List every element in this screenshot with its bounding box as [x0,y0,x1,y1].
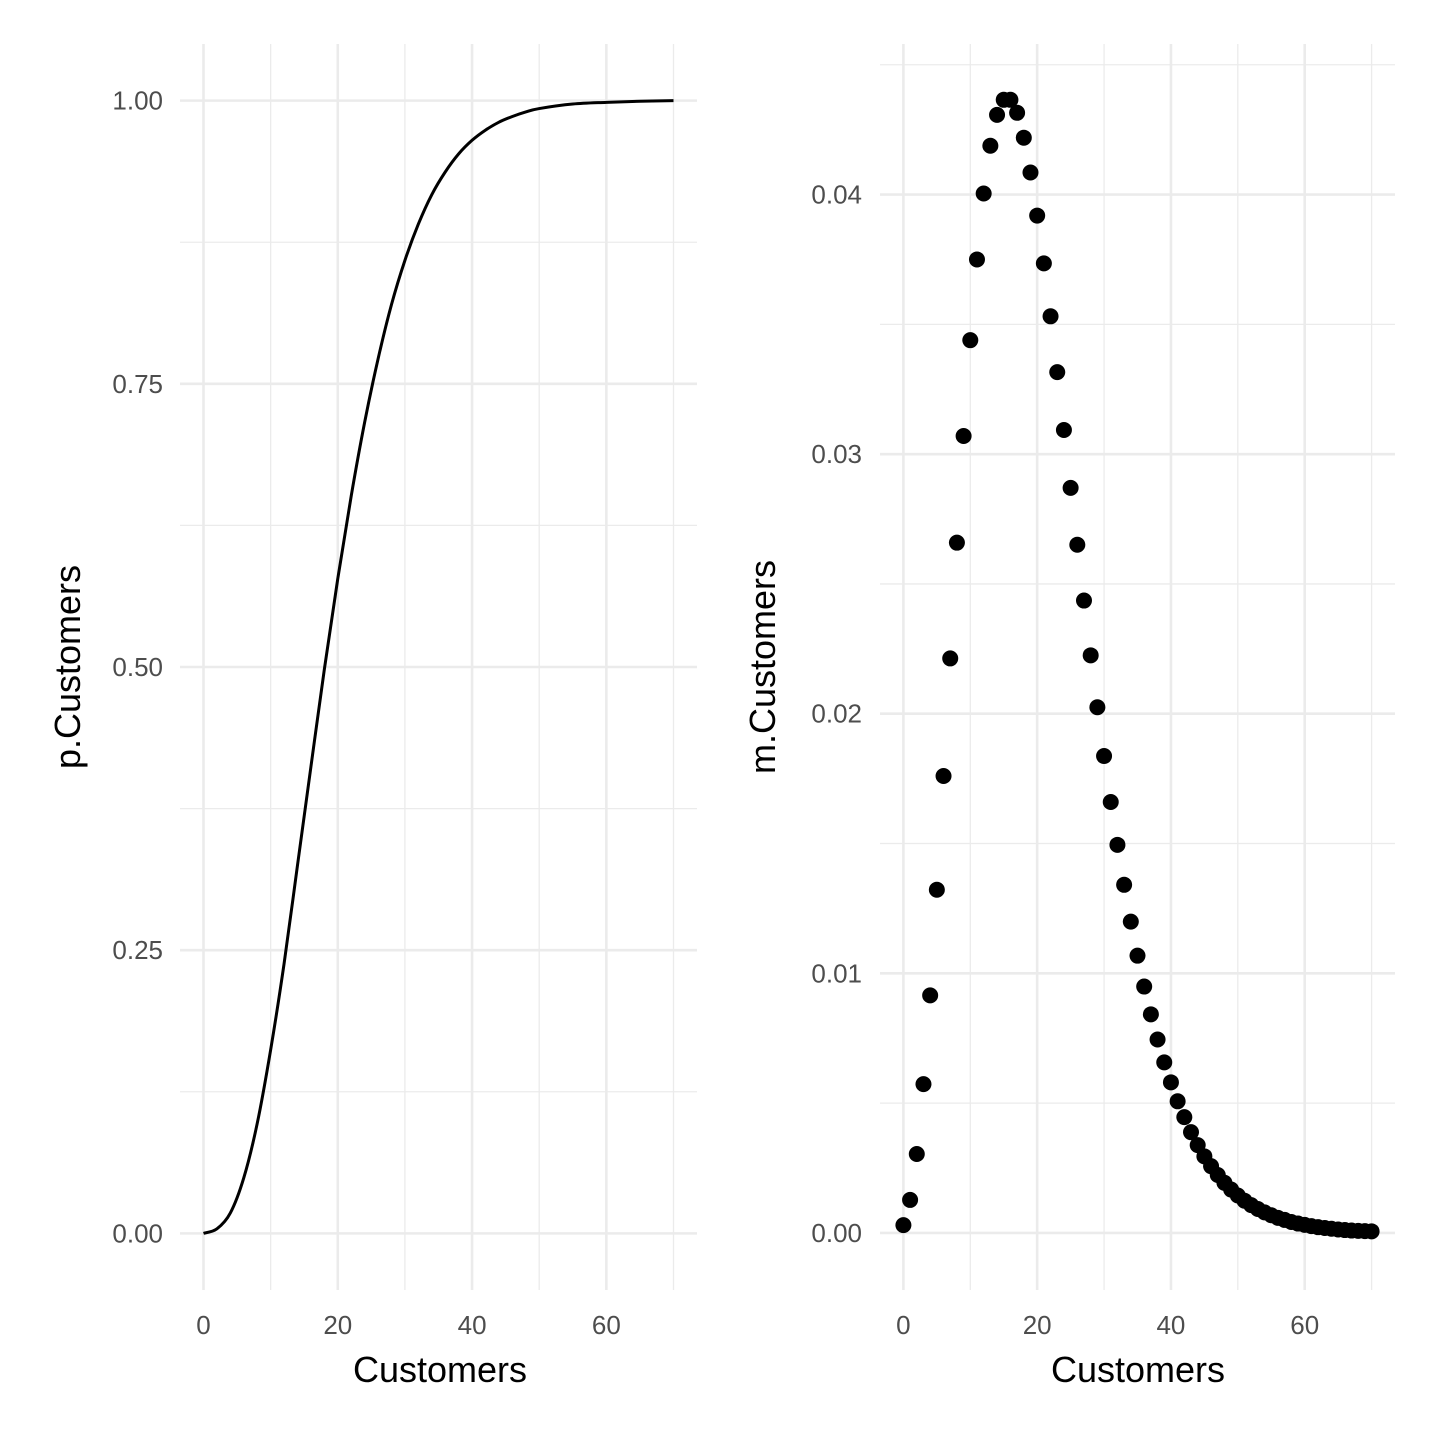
data-point [1162,1074,1179,1091]
y-axis-title: m.Customers [742,560,783,774]
data-point [1075,592,1092,609]
cdf-line [203,99,674,1235]
pmf-panel: 0 20 40 60 0.00 0.01 0.02 0.03 0.04 Customers m.Cu… [742,44,1395,1390]
data-point [1183,1124,1200,1141]
y-tick-label: 0.02 [811,699,862,729]
data-point [928,881,945,898]
data-point [1102,793,1119,810]
x-axis-title: Customers [1051,1349,1225,1390]
y-axis-title: p.Customers [47,565,88,769]
data-point [975,185,992,202]
x-axis-title: Customers [353,1349,527,1390]
x-tick-label: 60 [592,1310,621,1340]
data-point [1049,364,1066,381]
data-point [1109,836,1126,853]
data-point [1015,129,1032,146]
data-point [1042,308,1059,325]
data-point [955,427,972,444]
data-point [915,1076,932,1093]
data-point [1142,1006,1159,1023]
x-tick-label: 40 [458,1310,487,1340]
data-point [982,137,999,154]
data-point [902,1191,919,1208]
data-point [1116,876,1133,893]
data-point [1002,91,1019,108]
data-point [1149,1031,1166,1048]
data-point [1022,164,1039,181]
data-point [1122,913,1139,930]
data-point [1129,947,1146,964]
y-tick-label: 0.25 [112,935,163,965]
y-tick-label: 0.00 [811,1218,862,1248]
data-point [942,650,959,667]
y-tick-label: 0.04 [811,180,862,210]
data-point [1089,699,1106,716]
y-tick-label: 0.01 [811,958,862,988]
data-point [922,987,939,1004]
data-point [1029,207,1046,224]
data-point [1055,422,1072,439]
x-tick-label: 40 [1156,1310,1185,1340]
data-point [1062,479,1079,496]
data-point [1082,647,1099,664]
data-point [1069,536,1086,553]
y-tick-label: 0.03 [811,439,862,469]
data-point [1156,1054,1173,1071]
data-point [1009,104,1026,121]
y-tick-label: 1.00 [112,86,163,116]
x-tick-label: 0 [196,1310,210,1340]
x-tick-label: 20 [1023,1310,1052,1340]
data-point [1096,748,1113,765]
data-point [1176,1109,1193,1126]
x-tick-label: 20 [323,1310,352,1340]
data-point [948,534,965,551]
data-point [968,251,985,268]
x-tick-label: 0 [896,1310,910,1340]
data-point [1169,1093,1186,1110]
cdf-panel: 0 20 40 60 0.00 0.25 0.50 0.75 1.00 Customers p.Cu… [47,44,697,1390]
data-point [962,332,979,349]
data-point [1363,1223,1380,1240]
data-point [895,1217,912,1234]
data-point [1035,255,1052,272]
data-point [1136,978,1153,995]
y-tick-label: 0.00 [112,1218,163,1248]
x-tick-label: 60 [1290,1310,1319,1340]
data-point [989,106,1006,123]
y-tick-label: 0.50 [112,652,163,682]
y-tick-label: 0.75 [112,369,163,399]
data-point [935,768,952,785]
data-point [908,1145,925,1162]
